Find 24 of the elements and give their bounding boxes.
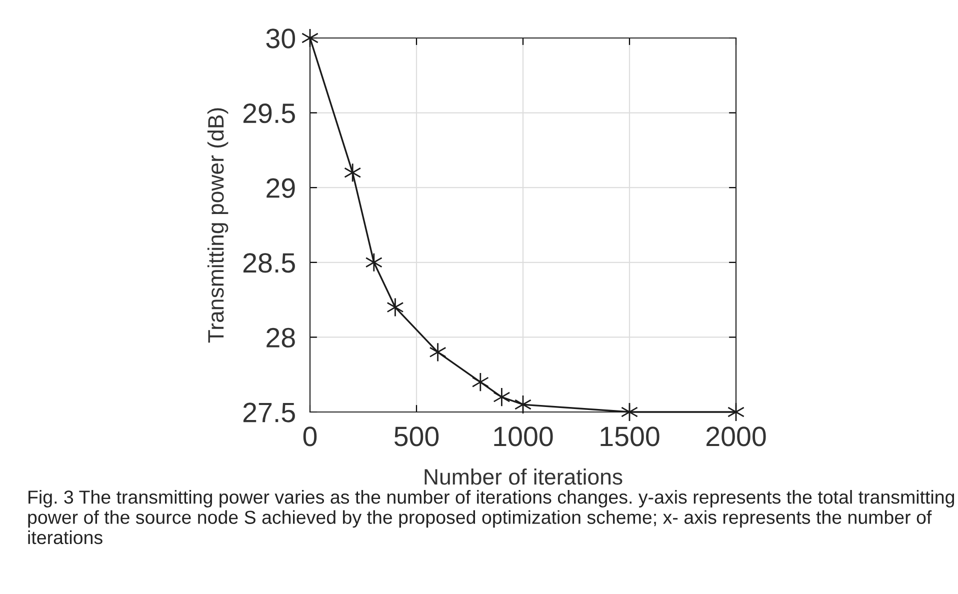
- x-tick-label: 2000: [706, 426, 766, 446]
- point: [344, 162, 362, 182]
- y-axis-title: Transmitting power (dB): [207, 108, 228, 343]
- y-tick-label: 28: [266, 328, 295, 348]
- y-tick-label: 28.5: [243, 253, 295, 273]
- point: [301, 28, 319, 48]
- point: [727, 402, 745, 422]
- y-tick-label: 27.5: [243, 402, 295, 422]
- x-tick-label: 1000: [494, 426, 553, 446]
- point: [620, 402, 638, 422]
- point: [386, 298, 404, 318]
- point: [472, 372, 489, 392]
- y-tick-label: 29: [266, 178, 295, 198]
- x-tick-label: 500: [394, 426, 439, 446]
- point: [514, 394, 532, 414]
- caption: Fig. 3 The transmitting power varies as the number of iterations changes. y-axis represents the total transmitting power of the source node S achieved by the proposed optimization scheme; x- axis represents the number of iterations: [28, 490, 954, 544]
- x-axis-title: Number of iterations: [424, 468, 622, 485]
- y-tick-label: 29.5: [243, 103, 295, 124]
- x-tick-label: 1500: [600, 426, 660, 446]
- point: [365, 252, 382, 272]
- point: [493, 387, 510, 407]
- y-tick-label: 30: [266, 28, 296, 48]
- x-tick-label: 0: [303, 426, 317, 446]
- point: [429, 342, 446, 362]
